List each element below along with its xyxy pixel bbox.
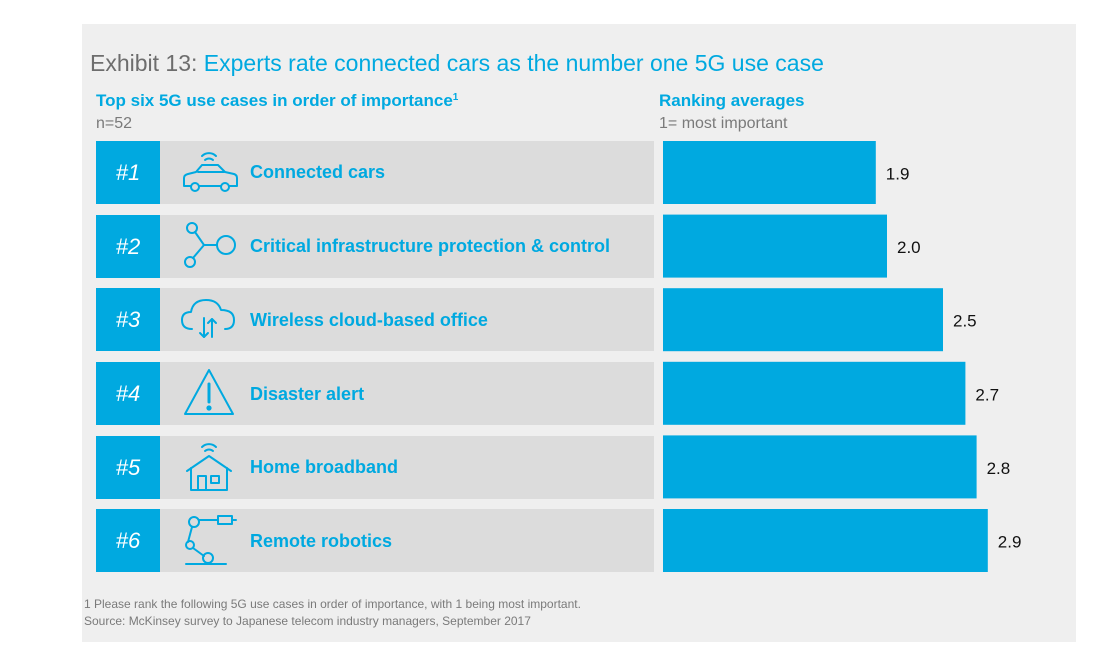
sample-size: n=52 xyxy=(96,115,133,132)
use-case-label: Wireless cloud-based office xyxy=(250,310,488,330)
use-case-label: Connected cars xyxy=(250,162,386,182)
chart-subtitle: Top six 5G use cases in order of importa… xyxy=(96,91,458,111)
ranking-bar xyxy=(663,288,943,352)
ranking-bar xyxy=(663,214,887,278)
rank-badge: #3 xyxy=(96,288,160,351)
row-background xyxy=(96,436,654,499)
use-case-label: Home broadband xyxy=(250,457,399,477)
source-note: Source: McKinsey survey to Japanese tele… xyxy=(84,614,531,628)
rank-badge: #1 xyxy=(96,141,160,204)
ranking-note: 1= most important xyxy=(659,115,788,132)
ranking-value-label: 2.0 xyxy=(897,238,921,257)
cloud-sync-icon xyxy=(178,291,240,347)
use-case-label: Disaster alert xyxy=(250,384,365,404)
robot-arm-icon xyxy=(178,512,240,568)
ranking-value-label: 2.9 xyxy=(998,533,1022,552)
ranking-bar xyxy=(663,435,977,499)
use-case-label: Remote robotics xyxy=(250,531,393,551)
ranking-value-label: 1.9 xyxy=(886,165,910,184)
warning-triangle-icon xyxy=(178,365,240,421)
exhibit-headline: Experts rate connected cars as the numbe… xyxy=(203,50,824,76)
network-nodes-icon xyxy=(178,218,240,274)
row-background xyxy=(96,288,654,351)
subtitle-footnote-marker: 1 xyxy=(452,92,459,103)
ranking-bar xyxy=(663,141,876,204)
subtitle-text: Top six 5G use cases in order of importa… xyxy=(96,91,453,110)
home-wifi-icon xyxy=(178,439,240,495)
ranking-value-label: 2.7 xyxy=(975,385,999,404)
exhibit-title: Exhibit 13: Experts rate connected cars … xyxy=(90,50,824,77)
use-case-label: Critical infrastructure protection & con… xyxy=(250,236,611,256)
row-background xyxy=(96,141,654,204)
rank-badge: #5 xyxy=(96,436,160,499)
ranking-title: Ranking averages xyxy=(659,91,805,110)
rank-badge: #6 xyxy=(96,509,160,572)
footnote: 1 Please rank the following 5G use cases… xyxy=(84,597,581,611)
exhibit-number: Exhibit 13: xyxy=(90,50,198,76)
ranking-bar xyxy=(663,361,966,425)
rank-badge: #4 xyxy=(96,362,160,425)
connected-car-icon xyxy=(178,144,240,200)
ranking-bar xyxy=(663,509,988,572)
ranking-value-label: 2.5 xyxy=(953,312,977,331)
rank-badge: #2 xyxy=(96,215,160,278)
ranking-value-label: 2.8 xyxy=(987,459,1011,478)
